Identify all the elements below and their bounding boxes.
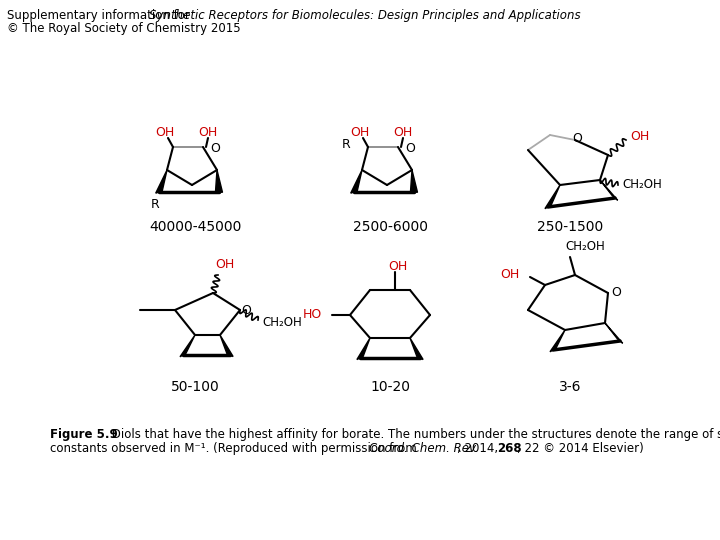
Polygon shape	[605, 323, 623, 343]
Text: O: O	[241, 303, 251, 316]
Text: CH₂OH: CH₂OH	[565, 240, 605, 253]
Polygon shape	[410, 338, 423, 360]
Polygon shape	[410, 170, 418, 192]
Text: O: O	[572, 132, 582, 145]
Text: 50-100: 50-100	[171, 380, 220, 394]
Text: OH: OH	[156, 126, 175, 139]
Text: O: O	[405, 143, 415, 156]
Polygon shape	[545, 185, 560, 208]
Text: CH₂OH: CH₂OH	[622, 179, 662, 192]
Text: OH: OH	[393, 126, 413, 139]
Text: 3-6: 3-6	[559, 380, 581, 394]
Polygon shape	[351, 170, 362, 193]
Text: 268: 268	[497, 442, 521, 455]
Text: , 2014,: , 2014,	[457, 442, 502, 455]
Text: © The Royal Society of Chemistry 2015: © The Royal Society of Chemistry 2015	[7, 22, 240, 35]
Text: OH: OH	[388, 260, 408, 273]
Text: OH: OH	[500, 268, 520, 281]
Text: 40000-45000: 40000-45000	[149, 220, 241, 234]
Text: CH₂OH: CH₂OH	[262, 315, 302, 328]
Text: Supplementary information for: Supplementary information for	[7, 9, 194, 22]
Polygon shape	[357, 338, 370, 360]
Polygon shape	[180, 335, 195, 357]
Text: OH: OH	[199, 126, 217, 139]
Text: Synthetic Receptors for Biomolecules: Design Principles and Applications: Synthetic Receptors for Biomolecules: De…	[148, 9, 580, 22]
Text: 10-20: 10-20	[370, 380, 410, 394]
Polygon shape	[550, 330, 565, 352]
Text: Diols that have the highest affinity for borate. The numbers under the structure: Diols that have the highest affinity for…	[108, 428, 720, 441]
Polygon shape	[220, 335, 233, 356]
Text: , 22 © 2014 Elsevier): , 22 © 2014 Elsevier)	[517, 442, 644, 455]
Text: R: R	[150, 199, 159, 212]
Text: OH: OH	[631, 131, 649, 144]
Text: R: R	[341, 138, 351, 152]
Text: Coord. Chem. Rev.: Coord. Chem. Rev.	[369, 442, 479, 455]
Polygon shape	[600, 180, 618, 200]
Text: 2500-6000: 2500-6000	[353, 220, 428, 234]
Text: Figure 5.9: Figure 5.9	[50, 428, 118, 441]
Polygon shape	[215, 170, 222, 192]
Text: O: O	[210, 143, 220, 156]
Polygon shape	[156, 170, 167, 193]
Text: OH: OH	[351, 126, 369, 139]
Text: OH: OH	[215, 259, 235, 272]
Text: 250-1500: 250-1500	[537, 220, 603, 234]
Text: O: O	[611, 287, 621, 300]
Text: constants observed in M⁻¹. (Reproduced with permission from: constants observed in M⁻¹. (Reproduced w…	[50, 442, 420, 455]
Text: HO: HO	[302, 308, 322, 321]
